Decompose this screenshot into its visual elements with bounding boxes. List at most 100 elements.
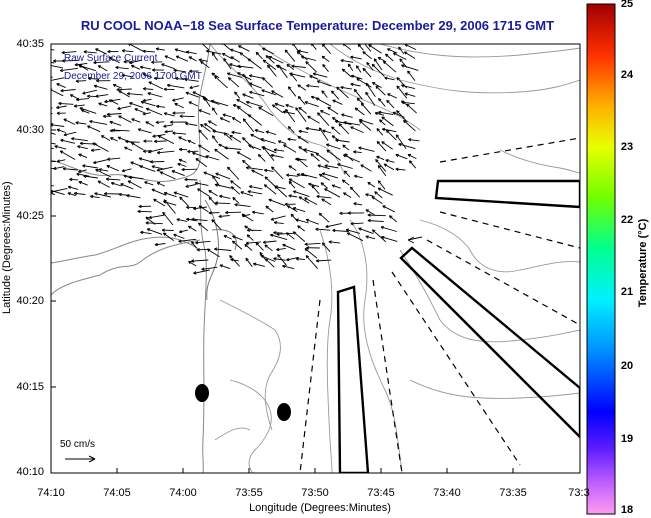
current-vector — [75, 122, 87, 125]
current-vector — [258, 154, 266, 162]
current-vector-head — [86, 94, 91, 98]
current-vector — [270, 154, 284, 159]
current-vector — [179, 115, 195, 118]
y-axis-label: Latitude (Degrees:Minutes) — [1, 181, 13, 314]
current-vector — [219, 195, 231, 199]
current-vector-head — [73, 104, 78, 108]
current-vector — [97, 180, 110, 188]
current-vector — [54, 145, 67, 150]
current-vector — [273, 149, 285, 152]
current-vector-head — [367, 213, 371, 217]
current-vector-head — [273, 231, 277, 235]
current-vector — [276, 232, 295, 235]
current-vector — [142, 98, 152, 102]
legend-current-date: December 29, 2006 1700 GMT — [64, 71, 202, 82]
current-vector — [51, 175, 52, 177]
current-vector-head — [156, 104, 160, 109]
current-vector — [319, 173, 331, 181]
current-vector — [127, 180, 142, 189]
current-vector — [222, 114, 232, 118]
current-vector-head — [343, 170, 348, 174]
current-vector — [242, 137, 254, 150]
current-vector — [306, 85, 320, 88]
current-vector-head — [276, 232, 280, 236]
current-vector — [234, 91, 241, 99]
current-vector — [393, 52, 407, 61]
current-vector-head — [205, 155, 209, 159]
current-vector-head — [379, 119, 383, 123]
current-vector-head — [331, 126, 335, 130]
current-vector — [382, 128, 397, 133]
current-vector-head — [175, 55, 180, 59]
current-vector-head — [353, 202, 357, 206]
current-vector — [350, 56, 362, 60]
current-vector-head — [273, 220, 278, 225]
current-vector-head — [137, 209, 141, 214]
current-vector-head — [109, 56, 113, 60]
current-vector-head — [97, 180, 102, 184]
current-vector-head — [146, 228, 151, 232]
current-vector — [288, 86, 297, 97]
current-vector — [155, 121, 165, 124]
current-vector — [163, 124, 174, 128]
current-vector-head — [67, 192, 71, 196]
current-vector-head — [131, 118, 135, 122]
current-vector — [343, 192, 352, 198]
current-vector — [263, 240, 277, 243]
current-vector-head — [315, 227, 319, 231]
current-vector — [270, 234, 288, 241]
current-vector-head — [229, 134, 233, 139]
current-vector-head — [157, 135, 162, 139]
current-vector-head — [292, 231, 297, 235]
current-vector — [145, 222, 163, 225]
current-vector — [175, 77, 185, 80]
current-vector-head — [310, 95, 315, 100]
current-vector — [81, 109, 90, 114]
map-title: RU COOL NOAA−18 Sea Surface Temperature:… — [80, 18, 555, 33]
current-vector-head — [154, 139, 158, 144]
current-vector-head — [178, 147, 183, 152]
current-vector-head — [362, 67, 366, 72]
current-vector-head — [126, 92, 131, 96]
current-vector — [227, 166, 240, 180]
current-vector — [322, 64, 329, 72]
current-vector-head — [255, 51, 260, 56]
current-vector-head — [298, 196, 303, 200]
current-vector — [315, 97, 332, 107]
current-vector — [249, 91, 265, 97]
current-vector — [350, 126, 364, 134]
xtick-label: 74:10 — [37, 487, 65, 499]
current-vector-head — [186, 217, 190, 222]
current-vector-head — [214, 201, 219, 205]
current-vector — [331, 126, 341, 135]
current-vector-head — [59, 150, 64, 154]
current-vector-head — [103, 114, 107, 119]
current-vector-head — [237, 64, 241, 68]
current-vector — [192, 152, 209, 159]
current-vector — [286, 64, 295, 71]
current-vector-head — [98, 168, 102, 172]
current-vector — [274, 185, 288, 198]
current-vector-head — [59, 68, 64, 73]
current-vector — [164, 130, 174, 133]
current-vector-head — [222, 113, 226, 117]
current-vector — [305, 127, 321, 131]
current-vector-head — [127, 180, 132, 184]
current-vector-head — [134, 108, 138, 112]
current-vector-head — [151, 60, 155, 64]
current-vector — [195, 240, 211, 244]
current-vector-head — [312, 72, 317, 76]
current-vector-head — [178, 136, 182, 140]
current-vector — [244, 244, 253, 251]
current-vector-head — [297, 157, 301, 162]
current-vector-head — [219, 117, 224, 121]
current-vector-head — [78, 153, 82, 157]
current-vector-head — [342, 44, 346, 47]
current-vector-head — [109, 120, 113, 125]
current-vector-head — [93, 60, 97, 65]
current-vector-head — [271, 166, 275, 170]
current-vector — [164, 192, 177, 198]
current-vector — [70, 94, 79, 100]
current-vector — [198, 205, 209, 213]
current-vector-head — [321, 242, 326, 246]
